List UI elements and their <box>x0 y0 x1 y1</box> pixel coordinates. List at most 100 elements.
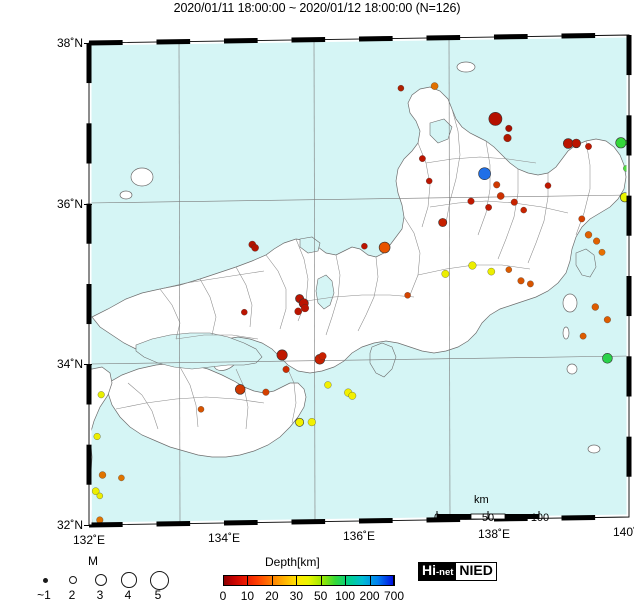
wakasa-bay <box>299 236 321 254</box>
earthquake-marker[interactable] <box>419 155 426 162</box>
magnitude-label: ~1 <box>37 588 51 602</box>
graticule <box>88 36 630 524</box>
earthquake-marker[interactable] <box>510 198 518 206</box>
logo-hi-text: Hi <box>422 562 436 578</box>
earthquake-marker[interactable] <box>241 309 248 316</box>
earthquake-marker[interactable] <box>96 492 103 500</box>
landmass-shikoku <box>107 362 307 458</box>
ise-bay <box>369 342 397 378</box>
earthquake-marker[interactable] <box>93 433 101 440</box>
earthquake-marker[interactable] <box>318 352 327 360</box>
earthquake-marker[interactable] <box>441 270 450 278</box>
earthquake-marker[interactable] <box>234 384 246 395</box>
magnitude-legend: M ~1 2 3 4 5 <box>0 554 200 605</box>
depth-label: 50 <box>313 589 328 603</box>
earthquake-marker[interactable] <box>426 177 433 185</box>
depth-label: 10 <box>240 589 255 603</box>
colorbar-tick <box>369 575 371 586</box>
depth-label: 100 <box>335 589 356 603</box>
earthquake-marker[interactable] <box>294 307 302 316</box>
landmass-honshu <box>91 86 627 374</box>
earthquake-marker[interactable] <box>571 138 581 149</box>
earthquake-marker[interactable] <box>324 381 332 389</box>
lon-tick-label: 136˚E <box>342 529 376 543</box>
scalebar-unit-label: km <box>474 494 489 506</box>
earthquake-marker[interactable] <box>91 487 100 495</box>
earthquake-marker[interactable] <box>404 292 411 299</box>
earthquake-marker[interactable] <box>485 204 492 211</box>
earthquake-marker[interactable] <box>397 84 405 92</box>
depth-label: 200 <box>359 589 380 603</box>
map-frame <box>86 32 632 528</box>
magnitude-legend-title: M <box>88 554 98 568</box>
earthquake-marker[interactable] <box>493 181 501 189</box>
earthquake-marker[interactable] <box>527 280 534 288</box>
earthquake-marker[interactable] <box>578 215 586 223</box>
earthquake-marker[interactable] <box>118 474 125 482</box>
earthquake-map[interactable] <box>0 17 634 532</box>
earthquake-marker[interactable] <box>496 192 505 200</box>
earthquake-marker[interactable] <box>282 365 290 373</box>
earthquake-marker[interactable] <box>579 332 587 340</box>
page-title: 2020/01/11 18:00:00 ~ 2020/01/12 18:00:0… <box>173 1 461 15</box>
lat-tick-label: 36˚N <box>56 196 83 211</box>
earthquake-marker[interactable] <box>585 143 592 150</box>
scalebar-tick-0: 0 <box>433 512 441 524</box>
island-hachijo <box>587 444 601 454</box>
scale-bar <box>436 511 540 520</box>
earthquake-marker[interactable] <box>603 316 611 324</box>
prefecture-boundaries <box>115 108 591 430</box>
depth-label: 700 <box>383 589 405 603</box>
earthquake-marker[interactable] <box>307 418 316 427</box>
lat-tick-label: 32˚N <box>56 518 83 532</box>
earthquake-marker[interactable] <box>295 417 305 427</box>
lon-tick-label: 140˚E <box>612 525 634 539</box>
lon-tick-label: 138˚E <box>477 527 511 541</box>
earthquake-marker[interactable] <box>584 231 593 239</box>
island-oki-small <box>119 190 133 200</box>
depth-label: 30 <box>289 589 304 603</box>
colorbar-tick <box>345 575 347 586</box>
earthquake-marker[interactable] <box>197 406 205 413</box>
earthquake-marker[interactable] <box>591 303 599 311</box>
earthquake-marker[interactable] <box>348 391 357 400</box>
earthquake-marker[interactable] <box>300 304 310 313</box>
earthquake-marker[interactable] <box>438 218 448 227</box>
earthquake-marker[interactable] <box>468 261 477 270</box>
earthquake-marker[interactable] <box>598 248 606 256</box>
scalebar-tick-50: 50 <box>481 512 495 524</box>
earthquake-marker[interactable] <box>276 349 288 361</box>
map-svg[interactable] <box>0 17 634 532</box>
colorbar-tick <box>394 575 395 586</box>
earthquake-marker[interactable] <box>602 353 613 364</box>
earthquake-marker[interactable] <box>361 242 368 250</box>
earthquake-marker[interactable] <box>467 197 475 205</box>
earthquake-marker[interactable] <box>262 388 270 396</box>
lon-tick-label: 132˚E <box>72 533 106 547</box>
logo-net-text: -net <box>436 567 454 578</box>
island-miyake <box>566 363 578 375</box>
earthquake-marker[interactable] <box>98 471 107 479</box>
earthquake-marker[interactable] <box>544 182 552 189</box>
earthquake-marker[interactable] <box>488 112 503 126</box>
earthquake-marker[interactable] <box>478 167 491 181</box>
logo-hinet-block: Hi -net <box>419 562 456 580</box>
earthquake-marker[interactable] <box>251 244 259 252</box>
magnitude-label: 2 <box>68 588 76 602</box>
depth-legend-title: Depth[km] <box>265 555 320 569</box>
magnitude-symbol <box>149 570 169 590</box>
earthquake-marker[interactable] <box>487 267 496 276</box>
earthquake-marker[interactable] <box>430 82 439 90</box>
earthquake-marker[interactable] <box>520 206 527 214</box>
earthquake-marker[interactable] <box>505 266 512 273</box>
magnitude-symbol <box>68 575 78 585</box>
earthquake-marker[interactable] <box>615 137 627 149</box>
earthquake-marker[interactable] <box>378 241 391 254</box>
earthquake-marker[interactable] <box>517 277 525 285</box>
earthquake-marker[interactable] <box>97 391 105 399</box>
earthquake-marker[interactable] <box>505 124 513 132</box>
earthquake-marker[interactable] <box>503 133 512 143</box>
earthquake-marker[interactable] <box>593 237 601 245</box>
lat-tick-label: 34˚N <box>56 357 83 372</box>
lat-tick-mark <box>84 203 92 205</box>
